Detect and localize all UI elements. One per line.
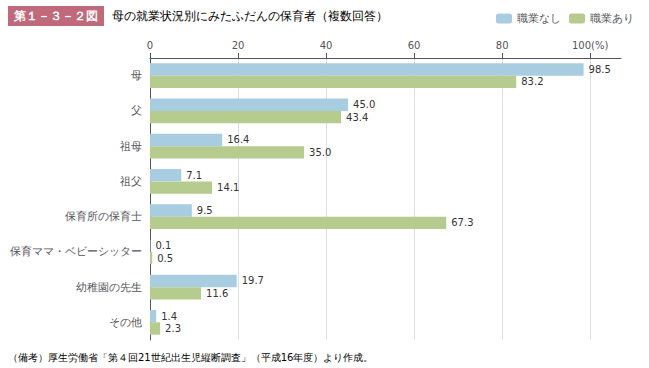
svg-text:7.1: 7.1 [186, 170, 202, 181]
svg-text:43.4: 43.4 [346, 112, 368, 123]
svg-text:職業あり: 職業あり [590, 12, 634, 25]
svg-text:20: 20 [232, 40, 245, 51]
svg-text:祖母: 祖母 [120, 140, 142, 153]
svg-text:11.6: 11.6 [206, 288, 228, 299]
svg-text:0: 0 [147, 40, 153, 51]
svg-text:母: 母 [131, 69, 142, 82]
svg-text:83.2: 83.2 [521, 76, 543, 87]
svg-text:60: 60 [408, 40, 421, 51]
svg-text:67.3: 67.3 [451, 217, 473, 228]
svg-text:祖父: 祖父 [120, 175, 142, 188]
svg-text:80: 80 [496, 40, 509, 51]
svg-text:9.5: 9.5 [197, 205, 213, 216]
svg-text:16.4: 16.4 [227, 134, 249, 145]
svg-text:その他: その他 [109, 316, 142, 329]
svg-text:40: 40 [320, 40, 333, 51]
svg-text:幼稚園の先生: 幼稚園の先生 [76, 281, 142, 294]
svg-text:0.1: 0.1 [155, 240, 171, 251]
svg-text:（備考）厚生労働省「第４回21世紀出生児縦断調査」（平成16: （備考）厚生労働省「第４回21世紀出生児縦断調査」（平成16年度）より作成。 [8, 352, 373, 363]
svg-text:保育ママ・ベビーシッター: 保育ママ・ベビーシッター [10, 245, 142, 258]
svg-text:35.0: 35.0 [309, 147, 331, 158]
svg-text:14.1: 14.1 [217, 182, 239, 193]
svg-text:19.7: 19.7 [242, 275, 264, 286]
svg-text:1.4: 1.4 [161, 311, 177, 322]
svg-text:職業なし: 職業なし [517, 12, 561, 25]
svg-text:父: 父 [131, 104, 142, 117]
svg-text:母の就業状況別にみたふだんの保育者（複数回答）: 母の就業状況別にみたふだんの保育者（複数回答） [112, 9, 388, 23]
svg-text:保育所の保育士: 保育所の保育士 [65, 210, 142, 223]
svg-text:2.3: 2.3 [165, 323, 181, 334]
svg-text:0.5: 0.5 [157, 253, 173, 264]
svg-text:第１－３－２図: 第１－３－２図 [13, 9, 98, 23]
svg-text:45.0: 45.0 [353, 99, 375, 110]
svg-text:98.5: 98.5 [589, 64, 611, 75]
svg-text:100(%): 100(%) [572, 40, 608, 51]
